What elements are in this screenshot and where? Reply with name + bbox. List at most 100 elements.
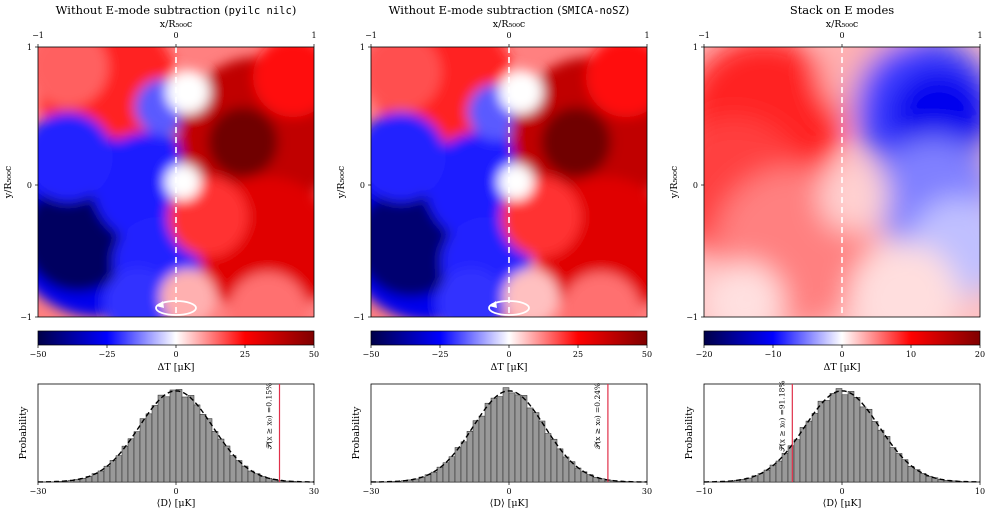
colorbar-tick: −50 — [363, 350, 380, 359]
histogram-bar — [763, 469, 771, 483]
histogram-bar — [841, 394, 849, 483]
temperature-map — [370, 46, 648, 318]
map-ylabel: y/R₅₀₀c — [336, 166, 347, 199]
map-tick-x: −1 — [32, 31, 44, 40]
histogram-bar — [757, 473, 765, 483]
histogram-bar — [889, 447, 897, 483]
histogram-bar — [490, 397, 498, 483]
colorbar — [703, 330, 981, 346]
histogram-bar — [460, 441, 468, 483]
map-region — [228, 272, 308, 317]
histogram-bar — [793, 439, 801, 483]
histogram-bar — [466, 431, 474, 483]
histogram-xlabel: ⟨D⟩ [μK] — [490, 498, 529, 509]
probability-annotation: 𝒫(x ≥ x₀) =0.15% — [265, 383, 274, 449]
histogram-ylabel: Probability — [684, 406, 695, 459]
colorbar-tick: 50 — [309, 350, 319, 359]
colorbar-tick: 0 — [506, 350, 511, 359]
histogram-bar — [259, 476, 267, 483]
map-top-xlabel: x/R₅₀₀c — [826, 19, 858, 30]
histogram-tick: 0 — [173, 487, 178, 496]
histogram-tick: 30 — [309, 487, 319, 496]
map-tick-x: 0 — [506, 31, 511, 40]
histogram-bar — [97, 470, 105, 483]
histogram: 𝒫(x ≥ x₀) =0.15% −30 0 30 ⟨D⟩ [μK] Probabilit… — [18, 383, 319, 509]
histogram-bar — [508, 392, 516, 483]
histogram-bar — [895, 453, 903, 483]
colorbar-tick: 10 — [906, 350, 916, 359]
histogram-bar — [544, 433, 552, 483]
temperature-map — [37, 46, 315, 318]
panel-1: Without E-mode subtraction (pyilc nilc) x… — [3, 3, 319, 509]
histogram-bar — [436, 466, 444, 483]
histogram-bar — [151, 405, 159, 483]
map-region — [503, 269, 559, 317]
map-region — [499, 70, 543, 114]
colorbar-label: ΔT [μK] — [158, 362, 195, 373]
histogram-tick: 30 — [642, 487, 652, 496]
gaussian-fit-curve — [704, 390, 980, 483]
rotation-arrow-icon — [489, 301, 497, 308]
histogram-bar — [562, 456, 570, 483]
histogram-bar — [823, 400, 831, 483]
histogram-bar — [526, 407, 534, 483]
map-region — [371, 112, 446, 202]
rotation-marker — [488, 300, 530, 316]
map-tick-y: 0 — [360, 181, 365, 190]
colorbar-tick: −20 — [696, 350, 713, 359]
histogram-bar — [769, 464, 777, 483]
panel-2: Without E-mode subtraction (SMICA-noSZ) x… — [336, 3, 652, 509]
map-region — [208, 107, 278, 177]
map-region — [849, 242, 959, 317]
histogram-bar — [193, 404, 201, 483]
map-tick-x: 1 — [977, 31, 982, 40]
map-tick-x: 1 — [644, 31, 649, 40]
map-ylabel: y/R₅₀₀c — [3, 166, 14, 199]
histogram-bar — [103, 465, 111, 483]
map-tick-y: −1 — [686, 313, 698, 322]
panel-title: Without E-mode subtraction (SMICA-noSZ) — [389, 3, 630, 17]
map-region — [165, 164, 201, 200]
map-tick-y: 1 — [360, 43, 365, 52]
histogram: 𝒫(x ≥ x₀) =0.24% −30 0 30 ⟨D⟩ [μK] Probabilit… — [351, 383, 652, 509]
histogram-bar — [211, 431, 219, 483]
map-tick-y: 0 — [27, 181, 32, 190]
histogram-tick: −30 — [363, 487, 380, 496]
histogram-bar — [853, 397, 861, 483]
colorbar-tick: 0 — [173, 350, 178, 359]
histogram-xlabel: ⟨D⟩ [μK] — [823, 498, 862, 509]
histogram-bar — [484, 402, 492, 483]
histogram-tick: 0 — [839, 487, 844, 496]
map-tick-y: 1 — [27, 43, 32, 52]
histogram-tick: 10 — [975, 487, 985, 496]
map-region — [436, 267, 506, 317]
histogram-bar — [199, 413, 207, 483]
histogram-bar — [574, 467, 582, 483]
histogram-bar — [817, 400, 825, 483]
temperature-map — [703, 46, 981, 318]
histogram-bar — [496, 396, 504, 483]
colorbar-label: ΔT [μK] — [824, 362, 861, 373]
histogram-bar — [163, 396, 171, 483]
histogram-bar — [835, 388, 843, 483]
histogram-bar — [223, 445, 231, 483]
histogram-bar — [775, 460, 783, 483]
map-tick-x: 0 — [839, 31, 844, 40]
map-region — [253, 47, 314, 117]
colorbar-tick: 50 — [642, 350, 652, 359]
histogram-bar — [799, 427, 807, 483]
histogram-bar — [229, 455, 237, 483]
colorbar — [370, 330, 648, 346]
histogram-bar — [478, 415, 486, 483]
map-region — [103, 267, 173, 317]
histogram-bar — [127, 438, 135, 483]
map-region — [38, 112, 113, 202]
histogram-bar — [247, 470, 255, 483]
histogram-bar — [859, 406, 867, 483]
histogram-bar — [556, 448, 564, 483]
histogram-xlabel: ⟨D⟩ [μK] — [157, 498, 196, 509]
map-region — [166, 70, 210, 114]
histogram-bar — [883, 436, 891, 483]
